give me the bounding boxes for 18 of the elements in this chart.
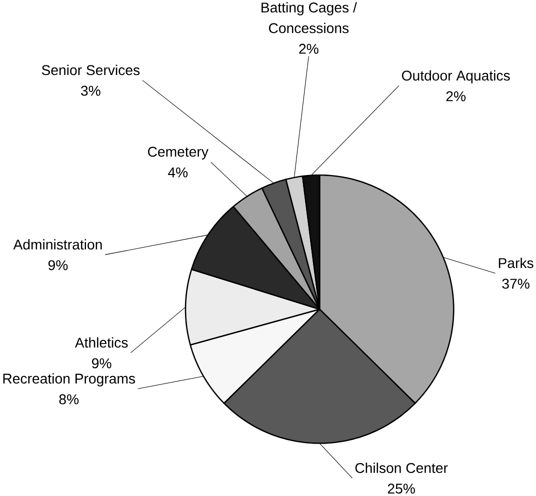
data-label: 9% bbox=[92, 358, 112, 368]
data-label: 8% bbox=[59, 394, 79, 404]
slice-label: Athletics bbox=[74, 337, 128, 348]
data-label: 37% bbox=[502, 278, 530, 289]
data-label: 2% bbox=[299, 44, 318, 54]
slice-label: Administration bbox=[13, 239, 102, 250]
slice-label: Batting Cages / Concessions bbox=[262, 2, 357, 34]
data-label: 3% bbox=[81, 86, 100, 96]
slice-label: Recreation Programs bbox=[3, 373, 136, 387]
slice-label: Outdoor Aquatics bbox=[402, 70, 510, 84]
data-label: 9% bbox=[48, 260, 68, 270]
slice-label: Chilson Center bbox=[355, 462, 448, 474]
data-label: 25% bbox=[388, 484, 415, 494]
slice-label: Cemetery bbox=[148, 146, 208, 160]
data-label: 4% bbox=[168, 168, 188, 178]
data-label: 2% bbox=[446, 91, 466, 102]
slice-label: Parks bbox=[498, 258, 534, 268]
slice-label: Senior Services bbox=[42, 64, 140, 76]
